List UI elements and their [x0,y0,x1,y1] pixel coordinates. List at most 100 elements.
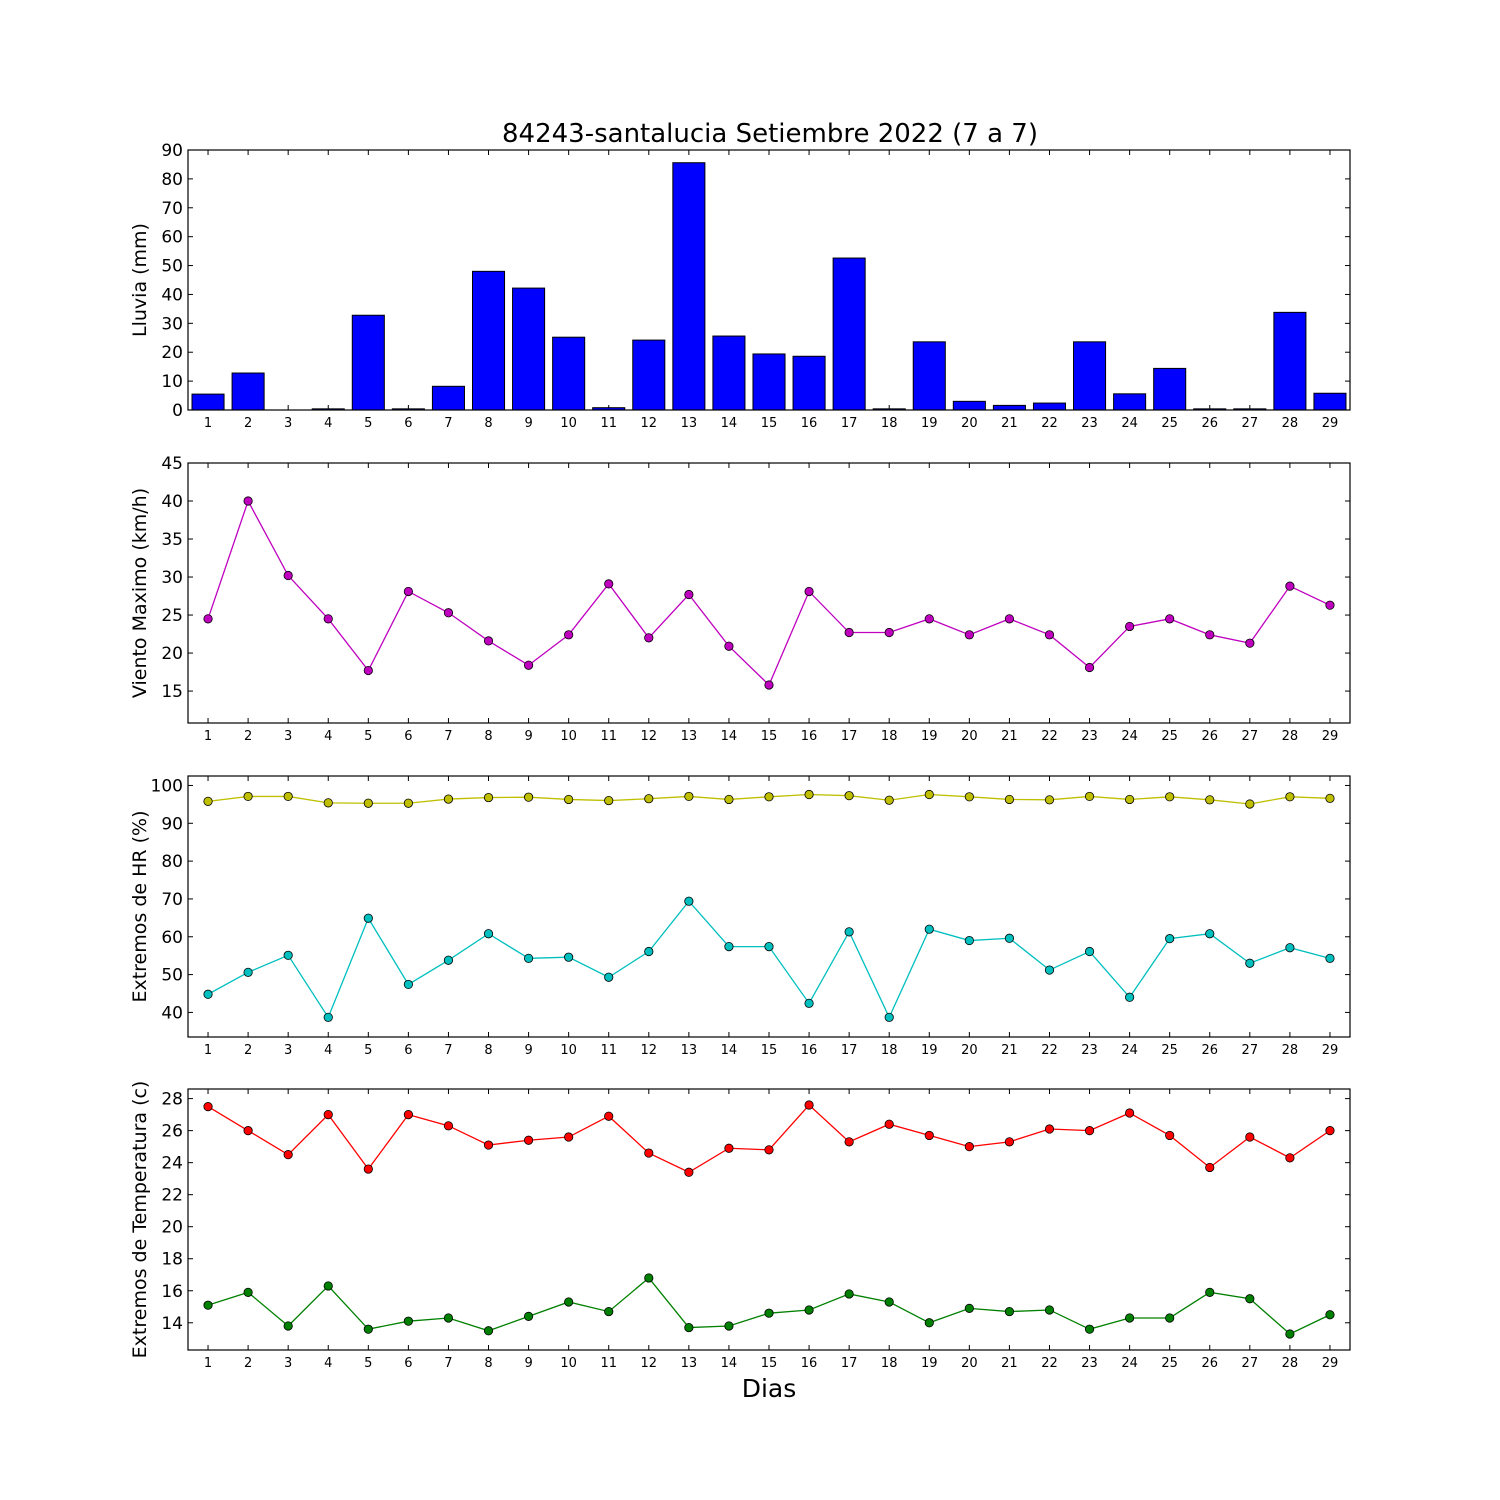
data-point [1125,1313,1135,1323]
y-tick-label: 14 [161,1314,183,1334]
x-tick-label: 26 [1201,416,1218,431]
x-tick-label: 5 [364,416,372,431]
x-tick-label: 21 [1001,729,1018,744]
data-point [403,586,413,597]
x-tick-label: 11 [600,1356,617,1371]
data-point [804,1305,814,1315]
data-point [644,1148,654,1158]
data-point [1245,638,1255,648]
data-point [964,1303,974,1313]
data-point [443,608,454,618]
x-tick-label: 13 [681,729,698,744]
y-tick-label: 70 [161,199,183,219]
x-tick-label: 19 [921,1043,938,1058]
x-tick-label: 3 [284,1356,292,1371]
data-point [1004,1306,1015,1317]
x-tick-label: 18 [881,1356,898,1371]
bar [552,336,586,411]
x-tick-label: 15 [761,729,778,744]
data-point [684,1322,694,1333]
y-tick-label: 28 [161,1090,183,1110]
x-tick-label: 24 [1121,729,1138,744]
x-tick-label: 3 [284,416,292,431]
bar [1153,367,1187,411]
x-tick-label: 6 [404,416,412,431]
data-point [363,798,373,808]
bar [471,270,506,411]
x-tick-label: 12 [641,1043,658,1058]
x-tick-label: 7 [444,729,452,744]
y-tick-label: 18 [161,1250,183,1270]
y-tick-label: 90 [161,814,183,834]
data-point [1044,1124,1055,1134]
data-point [483,929,494,939]
data-point [1165,1130,1175,1141]
data-point [604,972,614,982]
x-tick-label: 10 [560,416,577,431]
x-tick-label: 5 [364,1043,372,1058]
x-tick-label: 2 [244,416,252,431]
x-tick-label: 17 [841,1043,858,1058]
data-point [1125,1108,1135,1118]
x-tick-label: 12 [641,416,658,431]
data-point [483,636,494,646]
data-point [363,665,373,676]
data-point [403,798,413,808]
data-point [1285,943,1295,953]
x-tick-label: 28 [1282,729,1299,744]
x-tick-label: 24 [1121,1043,1138,1058]
x-tick-label: 18 [881,416,898,431]
x-tick-label: 29 [1322,729,1339,744]
data-point [1084,662,1095,673]
data-point [1084,1126,1095,1136]
bar [632,339,666,411]
data-point [403,1316,413,1326]
data-point [323,798,333,808]
y-tick-label: 24 [161,1154,183,1174]
data-point [644,794,654,804]
data-point [203,1300,213,1310]
x-tick-label: 21 [1001,1356,1018,1371]
data-point [483,1140,494,1150]
data-point [604,1306,614,1317]
x-tick-label: 25 [1161,416,1178,431]
x-tick-label: 17 [841,729,858,744]
data-point [764,1145,774,1155]
x-tick-label: 20 [961,729,978,744]
x-tick-label: 25 [1161,1043,1178,1058]
x-tick-label: 7 [444,1356,452,1371]
x-tick-label: 23 [1081,1043,1098,1058]
data-point [1325,953,1335,963]
data-point [203,989,213,999]
bar [992,404,1026,411]
data-point [243,1126,253,1136]
x-tick-label: 12 [641,729,658,744]
data-point [844,1137,854,1147]
bar [752,353,786,411]
x-tick-label: 2 [244,1043,252,1058]
data-point [1044,1305,1055,1315]
x-tick-label: 4 [324,1043,332,1058]
y-tick-label: 30 [161,568,183,588]
data-point [403,979,413,990]
y-tick-label: 70 [161,890,183,910]
x-tick-label: 20 [961,1356,978,1371]
data-point [323,1110,333,1120]
data-point [1205,630,1215,640]
y-tick-label: 100 [151,776,183,796]
x-tick-label: 28 [1282,1043,1299,1058]
data-point [924,924,934,934]
bar [231,372,265,411]
x-tick-label: 18 [881,1043,898,1058]
x-tick-label: 20 [961,1043,978,1058]
y-tick-label: 90 [161,141,183,161]
data-point [884,627,894,638]
x-tick-label: 24 [1121,1356,1138,1371]
x-tick-label: 19 [921,416,938,431]
x-tick-label: 27 [1242,1043,1259,1058]
data-point [243,496,253,506]
x-tick-label: 25 [1161,729,1178,744]
y-tick-label: 15 [161,682,183,702]
